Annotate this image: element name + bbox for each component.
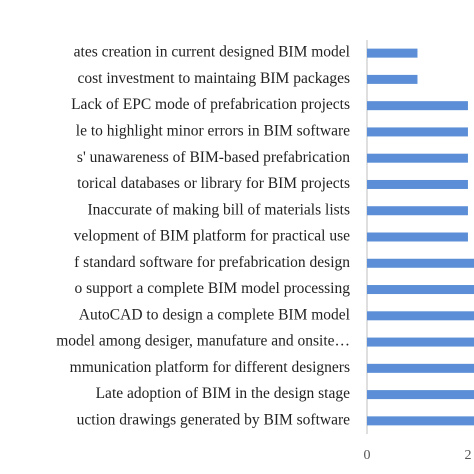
- bar: [367, 48, 418, 58]
- y-tick-label: cost investment to maintaing BIM package…: [78, 70, 350, 87]
- bar: [367, 390, 474, 400]
- y-tick-label: le to highlight minor errors in BIM soft…: [76, 122, 350, 139]
- y-tick-label: uction drawings generated by BIM softwar…: [77, 411, 350, 428]
- y-tick-label: Late adoption of BIM in the design stage: [96, 385, 351, 402]
- bar: [367, 74, 418, 84]
- y-tick-label: o support a complete BIM model processin…: [74, 280, 350, 297]
- bar: [367, 311, 474, 321]
- bar: [367, 127, 468, 137]
- bar: [367, 337, 474, 347]
- y-tick-label: AutoCAD to design a complete BIM model: [79, 306, 350, 323]
- bar: [367, 232, 468, 242]
- y-tick-label: torical databases or library for BIM pro…: [77, 175, 350, 192]
- bar: [367, 206, 468, 216]
- bar: [367, 179, 468, 189]
- bar: [367, 101, 468, 111]
- bar: [367, 285, 474, 295]
- y-tick-label: mmunication platform for different desig…: [70, 359, 350, 376]
- x-tick-label: 0: [364, 448, 371, 463]
- bar: [367, 258, 474, 268]
- y-tick-label: f standard software for prefabrication d…: [74, 254, 350, 271]
- x-tick-label: 2: [464, 448, 471, 463]
- y-tick-label: velopment of BIM platform for practical …: [74, 228, 350, 245]
- bar: [367, 153, 468, 163]
- y-tick-label: model among desiger, manufature and onsi…: [56, 333, 350, 350]
- y-tick-label: s' unawareness of BIM-based prefabricati…: [77, 149, 350, 166]
- y-tick-label: Inaccurate of making bill of materials l…: [87, 201, 350, 218]
- y-tick-label: ates creation in current designed BIM mo…: [74, 44, 350, 61]
- y-tick-label: Lack of EPC mode of prefabrication proje…: [71, 96, 350, 113]
- bar: [367, 416, 474, 426]
- bar: [367, 363, 474, 373]
